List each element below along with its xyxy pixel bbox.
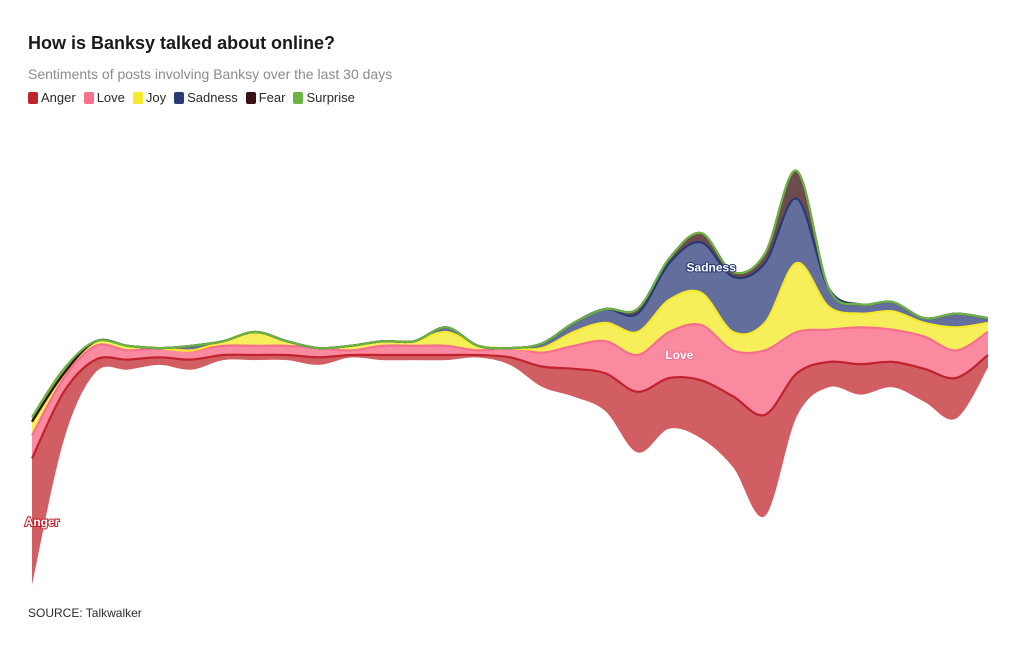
stream-area-anger: [32, 354, 988, 585]
stream-area-love: [32, 324, 988, 459]
legend-item-surprise: Surprise: [293, 90, 355, 105]
legend-item-fear: Fear: [245, 90, 286, 105]
legend-label-sadness: Sadness: [187, 90, 238, 105]
legend-label-anger: Anger: [41, 90, 76, 105]
legend-label-surprise: Surprise: [306, 90, 355, 105]
legend-item-joy: Joy: [132, 90, 167, 105]
chart-subtitle: Sentiments of posts involving Banksy ove…: [28, 66, 393, 82]
legend-swatch-fear: [245, 91, 256, 104]
source-note: SOURCE: Talkwalker: [28, 606, 142, 620]
legend-item-sadness: Sadness: [174, 90, 238, 105]
stream-edge-surprise: [31, 169, 989, 418]
legend-item-anger: Anger: [28, 90, 76, 105]
legend-swatch-surprise: [293, 91, 304, 104]
legend-label-love: Love: [96, 90, 125, 105]
chart-title: How is Banksy talked about online?: [28, 33, 336, 53]
legend-item-love: Love: [83, 90, 125, 105]
stream-label-anger: Anger: [25, 515, 60, 529]
legend-swatch-anger: [28, 91, 38, 104]
stream-label-sadness: Sadness: [687, 261, 737, 275]
legend-label-fear: Fear: [258, 90, 286, 105]
stream-label-love: Love: [665, 348, 693, 362]
legend-swatch-love: [83, 91, 94, 104]
legend: Anger Love Joy Sadness Fear Surprise: [28, 90, 363, 105]
legend-swatch-joy: [132, 91, 143, 104]
stream-edge-anger: [31, 353, 989, 459]
legend-swatch-sadness: [174, 91, 185, 104]
legend-label-joy: Joy: [145, 90, 167, 105]
